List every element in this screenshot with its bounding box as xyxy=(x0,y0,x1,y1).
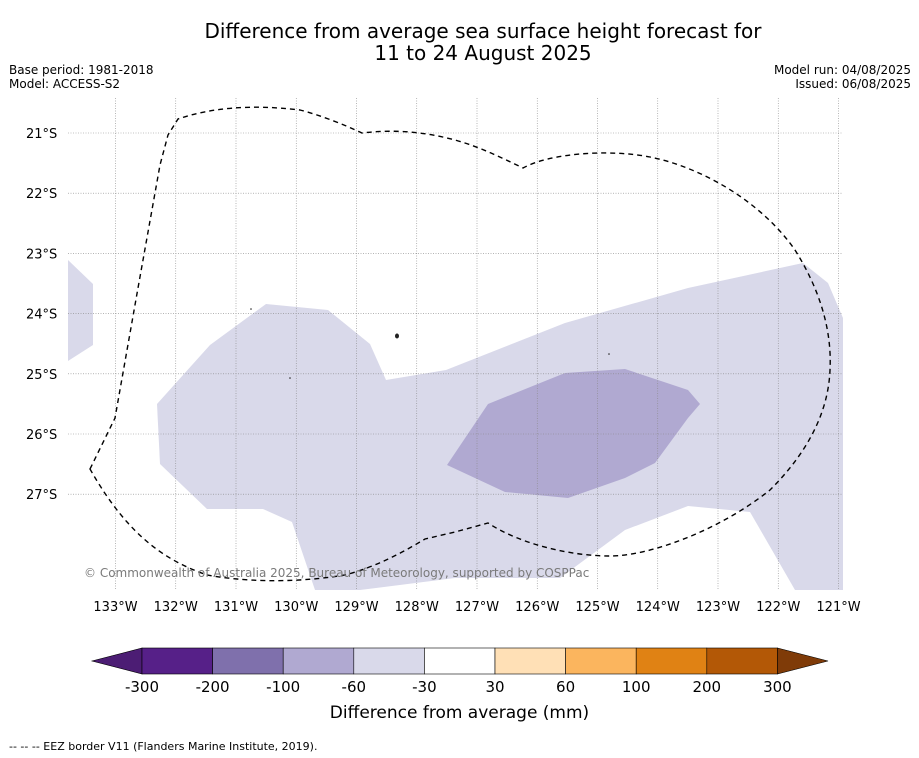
island-marker xyxy=(250,308,252,310)
colorbar-extend-max xyxy=(777,647,829,675)
longitude-label: 126°W xyxy=(515,600,559,615)
island-marker xyxy=(395,333,399,339)
latitude-label: 24°S xyxy=(26,308,57,323)
longitude-label: 124°W xyxy=(636,600,680,615)
model-run: Model run: 04/08/2025 xyxy=(773,63,911,77)
title-line-1: Difference from average sea surface heig… xyxy=(204,19,762,43)
longitude-label: 123°W xyxy=(696,600,740,615)
longitude-label: 125°W xyxy=(575,600,619,615)
chart-title: Difference from average sea surface heig… xyxy=(0,20,919,64)
latitude-label: 22°S xyxy=(26,187,57,202)
issued-date: Issued: 06/08/2025 xyxy=(795,77,911,91)
colorbar-segment xyxy=(635,647,708,675)
longitude-labels: 133°W 132°W 131°W 130°W 129°W 128°W 127°W 126°W… xyxy=(93,600,860,615)
colorbar-tick-label: 200 xyxy=(692,678,721,696)
longitude-label: 127°W xyxy=(455,600,499,615)
colorbar-segment xyxy=(282,647,355,675)
colorbar-label: Difference from average (mm) xyxy=(329,703,590,723)
eez-footnote: -- -- -- EEZ border V11 (Flanders Marine… xyxy=(9,740,318,753)
colorbar-segment xyxy=(424,647,496,675)
latitude-labels: 21°S 22°S 23°S 24°S 25°S 26°S 27°S xyxy=(26,127,57,503)
colorbar-tick-label: -300 xyxy=(125,678,159,696)
map-area: © Commonwealth of Australia 2025, Bureau… xyxy=(68,98,843,590)
latitude-label: 27°S xyxy=(26,488,57,503)
eez-border-line xyxy=(89,106,831,582)
model-name: Model: ACCESS-S2 xyxy=(9,77,121,91)
latitude-label: 21°S xyxy=(26,127,57,142)
colorbar-segment xyxy=(141,647,213,675)
longitude-label: 130°W xyxy=(274,600,318,615)
colorbar-tick-label: 100 xyxy=(622,678,651,696)
title-line-2: 11 to 24 August 2025 xyxy=(374,41,592,65)
longitude-label: 131°W xyxy=(214,600,258,615)
island-marker xyxy=(289,377,291,379)
colorbar-segment xyxy=(212,647,284,675)
longitude-label: 133°W xyxy=(93,600,137,615)
colorbar-tick-label: -100 xyxy=(266,678,300,696)
base-period: Base period: 1981-2018 xyxy=(9,63,154,77)
graticule xyxy=(68,98,843,590)
anomaly-region-light xyxy=(68,260,843,590)
copyright-text: © Commonwealth of Australia 2025, Bureau… xyxy=(84,566,589,580)
anomaly-region-medium xyxy=(447,369,700,498)
colorbar-tick-label: 60 xyxy=(556,678,575,696)
longitude-label: 132°W xyxy=(154,600,198,615)
colorbar-tick-label: 30 xyxy=(485,678,504,696)
colorbar: -300 -200 -100 -60 -30 30 60 100 200 300 xyxy=(90,647,829,696)
longitude-label: 122°W xyxy=(756,600,800,615)
meta-right: Model run: 04/08/2025 Issued: 06/08/2025 xyxy=(774,63,911,91)
longitude-label: 121°W xyxy=(816,600,860,615)
longitude-label: 129°W xyxy=(334,600,378,615)
latitude-label: 23°S xyxy=(26,247,57,262)
colorbar-segment xyxy=(706,647,778,675)
colorbar-tick-label: 300 xyxy=(763,678,792,696)
island-marker xyxy=(608,353,610,355)
longitude-label: 128°W xyxy=(395,600,439,615)
colorbar-tick-label: -30 xyxy=(412,678,437,696)
colorbar-extend-min xyxy=(90,647,143,675)
colorbar-tick-label: -60 xyxy=(342,678,367,696)
colorbar-segment xyxy=(565,647,637,675)
colorbar-segment xyxy=(494,647,566,675)
colorbar-tick-label: -200 xyxy=(196,678,230,696)
latitude-label: 26°S xyxy=(26,428,57,443)
colorbar-segment xyxy=(353,647,425,675)
meta-left: Base period: 1981-2018 Model: ACCESS-S2 xyxy=(9,63,154,91)
latitude-label: 25°S xyxy=(26,368,57,383)
